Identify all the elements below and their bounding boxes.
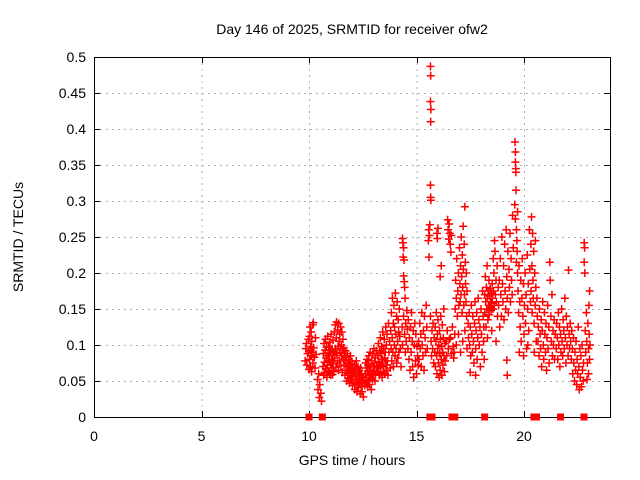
x-tick-label: 15 [409, 428, 425, 444]
y-tick-label: 0.5 [67, 49, 87, 65]
x-tick-label: 5 [198, 428, 206, 444]
y-tick-label: 0.15 [59, 301, 86, 317]
y-tick-label: 0.3 [67, 193, 87, 209]
y-tick-label: 0 [78, 409, 86, 425]
chart-title: Day 146 of 2025, SRMTID for receiver ofw… [216, 21, 488, 37]
x-tick-label: 0 [90, 428, 98, 444]
y-tick-label: 0.4 [67, 121, 87, 137]
x-tick-label: 10 [301, 428, 317, 444]
y-tick-label: 0.05 [59, 373, 86, 389]
y-tick-label: 0.25 [59, 229, 86, 245]
y-tick-label: 0.45 [59, 85, 86, 101]
data-points [301, 62, 595, 406]
zero-markers [305, 413, 588, 421]
tick-labels: 0 0.05 0.1 0.15 0.2 0.25 0.3 0.35 0.4 0.45 0.5 0 5 10… [59, 49, 532, 444]
y-tick-label: 0.35 [59, 157, 86, 173]
y-axis-title: SRMTID / TECUs [10, 181, 26, 293]
x-tick-label: 20 [516, 428, 532, 444]
grid-lines [94, 57, 610, 417]
x-axis-title: GPS time / hours [298, 452, 406, 468]
axis-ticks [94, 57, 610, 418]
y-tick-label: 0.2 [67, 265, 87, 281]
y-tick-label: 0.1 [67, 337, 87, 353]
